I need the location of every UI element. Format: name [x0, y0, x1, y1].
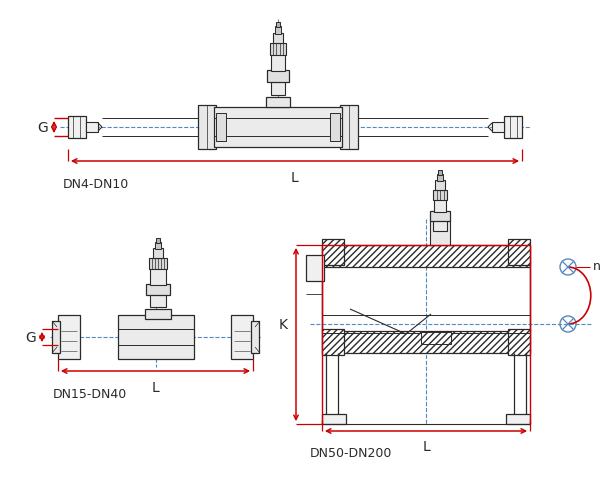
Bar: [271, 80, 285, 96]
Bar: [430, 212, 450, 222]
Bar: [267, 71, 289, 83]
Text: n-d: n-d: [593, 259, 600, 272]
Bar: [266, 98, 290, 108]
Bar: [504, 117, 522, 139]
Bar: [52, 321, 60, 353]
Bar: [322, 245, 530, 267]
Bar: [275, 27, 281, 35]
Bar: [508, 240, 530, 265]
Text: G: G: [25, 330, 36, 344]
Bar: [231, 315, 253, 359]
Text: L: L: [422, 439, 430, 453]
Text: DN15-DN40: DN15-DN40: [53, 387, 127, 400]
Bar: [118, 315, 193, 359]
Bar: [306, 255, 324, 281]
Text: DN50-DN200: DN50-DN200: [310, 446, 392, 459]
Bar: [145, 309, 170, 319]
Bar: [492, 123, 504, 133]
Bar: [86, 123, 98, 133]
Bar: [421, 332, 451, 344]
Text: L: L: [291, 171, 299, 185]
Bar: [322, 329, 344, 355]
Bar: [155, 239, 160, 243]
Bar: [433, 191, 447, 201]
Text: DN4-DN10: DN4-DN10: [63, 178, 129, 191]
Bar: [146, 285, 170, 295]
Bar: [322, 331, 530, 353]
Text: L: L: [152, 380, 160, 394]
Bar: [276, 23, 280, 28]
Bar: [155, 242, 161, 250]
Bar: [273, 34, 283, 44]
Bar: [149, 268, 166, 286]
Text: G: G: [37, 121, 48, 135]
Bar: [506, 414, 530, 424]
Bar: [437, 175, 443, 181]
Bar: [58, 315, 80, 359]
Bar: [322, 414, 346, 424]
Bar: [68, 117, 86, 139]
Bar: [251, 321, 259, 353]
Bar: [340, 106, 358, 150]
Bar: [271, 55, 285, 72]
Bar: [435, 180, 445, 191]
Bar: [430, 222, 450, 245]
Bar: [508, 329, 530, 355]
Bar: [433, 218, 447, 231]
Bar: [152, 249, 163, 258]
Bar: [216, 114, 226, 142]
Bar: [214, 108, 342, 148]
Bar: [322, 240, 344, 265]
Bar: [438, 171, 442, 176]
Bar: [149, 258, 167, 269]
Bar: [198, 106, 216, 150]
Bar: [270, 44, 286, 56]
Bar: [434, 200, 446, 213]
Text: K: K: [279, 317, 288, 331]
Bar: [149, 292, 166, 307]
Bar: [330, 114, 340, 142]
